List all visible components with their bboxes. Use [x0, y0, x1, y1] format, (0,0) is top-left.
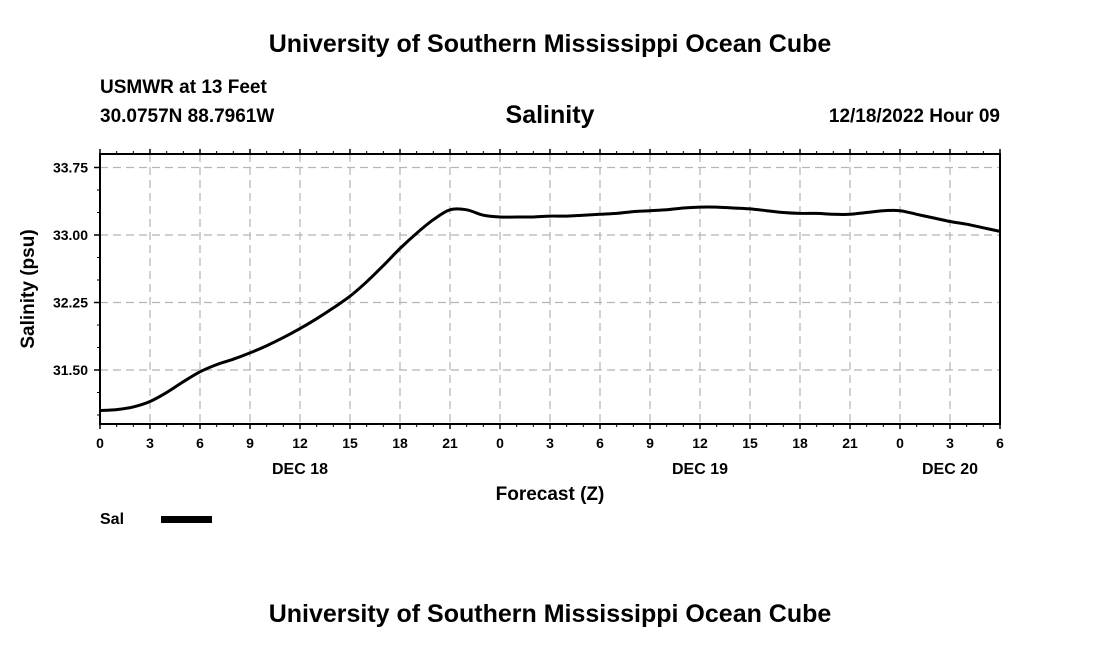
y-tick-label: 33.00: [53, 227, 88, 243]
forecast-timestamp: 12/18/2022 Hour 09: [828, 106, 1000, 127]
station-name: USMWR at 13 Feet: [100, 77, 267, 98]
x-tick-label: 9: [246, 435, 254, 451]
x-tick-label: 0: [496, 435, 504, 451]
chart-title: Salinity: [505, 101, 595, 129]
x-tick-label: 3: [946, 435, 954, 451]
x-tick-label: 0: [896, 435, 904, 451]
y-axis-label: Salinity (psu): [18, 229, 39, 348]
x-tick-label: 6: [996, 435, 1004, 451]
x-tick-label: 6: [596, 435, 604, 451]
grid-lines: [100, 154, 1000, 424]
x-tick-label: 15: [742, 435, 758, 451]
x-tick-label: 6: [196, 435, 204, 451]
x-tick-label: 0: [96, 435, 104, 451]
date-label: DEC 19: [672, 461, 728, 478]
legend-swatch: [161, 516, 212, 523]
x-tick-label: 21: [842, 435, 858, 451]
y-tick-label: 31.50: [53, 362, 88, 378]
page-title: University of Southern Mississippi Ocean…: [268, 30, 832, 58]
date-label: DEC 18: [272, 461, 328, 478]
footer-title: University of Southern Mississippi Ocean…: [268, 600, 832, 628]
x-tick-label: 9: [646, 435, 654, 451]
series-layer: [99, 205, 1001, 412]
x-tick-label: 15: [342, 435, 358, 451]
station-coordinates: 30.0757N 88.7961W: [100, 106, 275, 127]
x-tick-label: 21: [442, 435, 458, 451]
x-tick-label: 18: [792, 435, 808, 451]
x-tick-label: 3: [146, 435, 154, 451]
date-label: DEC 20: [922, 461, 978, 478]
y-tick-label: 33.75: [53, 160, 88, 176]
x-tick-label: 18: [392, 435, 408, 451]
plot-frame: [99, 153, 1001, 425]
x-tick-label: 3: [546, 435, 554, 451]
legend-label: Sal: [100, 511, 125, 528]
x-tick-label: 12: [692, 435, 708, 451]
axis-ticks: [94, 149, 1001, 429]
x-tick-label: 12: [292, 435, 308, 451]
series-line-sal: [99, 205, 1001, 412]
y-tick-label: 32.25: [53, 295, 88, 311]
x-axis-label: Forecast (Z): [496, 484, 605, 505]
axis-labels: 0 3 6 9 12 15 18 21 0 3 6 9 12 15 18 21 0 3 6 31.50 32.25 33.…: [53, 160, 1004, 479]
